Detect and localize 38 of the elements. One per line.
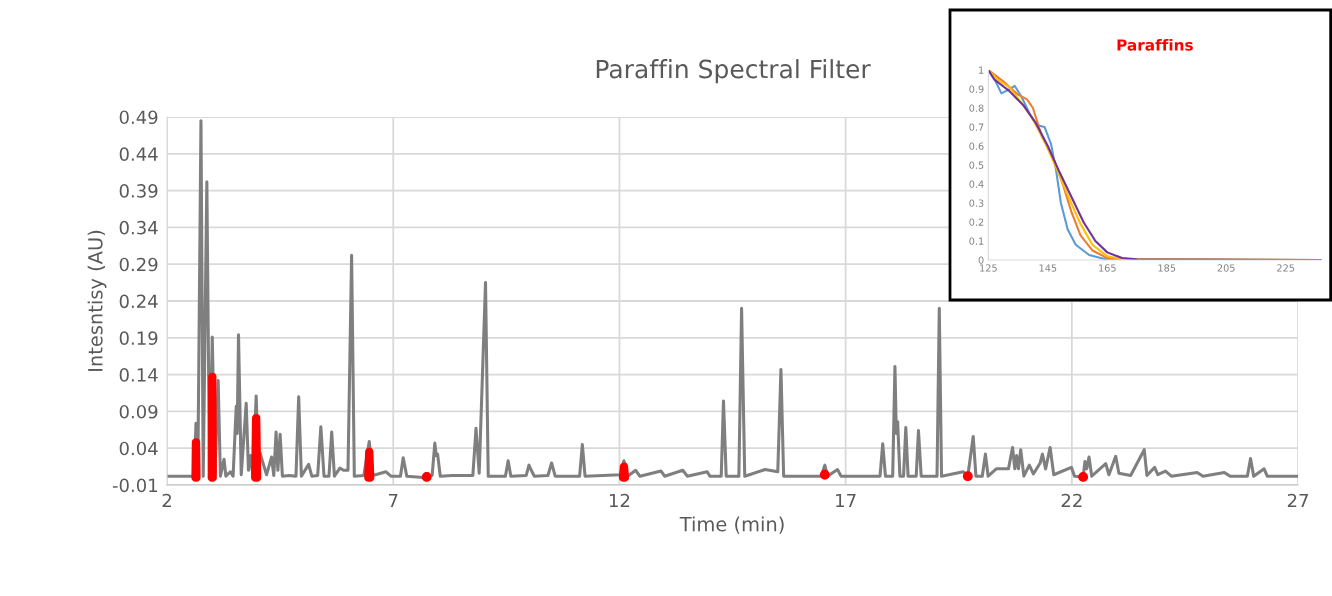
- y-tick-label: 0.4: [969, 180, 984, 188]
- y-tick-label: 0.29: [119, 257, 158, 272]
- y-tick-label: 0.9: [969, 85, 984, 93]
- x-tick-label: 205: [1217, 264, 1235, 272]
- y-tick-label: 0.14: [119, 368, 158, 382]
- y-tick-label: 0.19: [119, 331, 158, 345]
- chart-title: Paraffins: [1117, 38, 1193, 51]
- y-tick-label: 1: [979, 66, 984, 74]
- y-tick-label: 0.6: [969, 142, 984, 150]
- y-tick-label: 0.24: [119, 294, 158, 309]
- y-tick-label: 0.2: [969, 218, 984, 226]
- y-tick-label: 0: [978, 256, 984, 264]
- y-tick-label: 0.39: [119, 184, 158, 198]
- x-tick-label: 12: [609, 493, 630, 508]
- y-tick-label: 0.34: [119, 220, 158, 235]
- y-tick-label: 0.49: [119, 110, 158, 125]
- x-tick-label: 185: [1158, 264, 1176, 272]
- y-tick-label: 0.44: [119, 147, 158, 161]
- x-tick-label: 27: [1287, 493, 1308, 508]
- x-tick-label: 165: [1099, 264, 1116, 272]
- x-axis-title: Time (min): [679, 516, 784, 534]
- x-tick-label: 145: [1039, 264, 1057, 272]
- y-tick-label: 0.7: [969, 123, 984, 131]
- x-tick-label: 125: [980, 264, 997, 272]
- y-tick-label: 0.04: [119, 441, 158, 456]
- x-tick-label: 7: [388, 493, 398, 508]
- y-tick-label: 0.5: [969, 161, 984, 169]
- x-tick-label: 17: [836, 493, 856, 508]
- y-tick-label: -0.01: [112, 478, 158, 493]
- y-tick-label: 0.09: [119, 404, 158, 419]
- y-axis-title: Intesntisy (AU): [87, 230, 107, 371]
- x-tick-label: 225: [1277, 264, 1295, 272]
- x-tick-label: 2: [162, 493, 171, 508]
- y-tick-label: 0.8: [969, 104, 984, 112]
- x-tick-label: 22: [1061, 493, 1082, 508]
- y-tick-label: 0.1: [969, 237, 984, 245]
- y-tick-label: 0.3: [969, 199, 984, 207]
- chart-title: Paraffin Spectral Filter: [596, 59, 871, 84]
